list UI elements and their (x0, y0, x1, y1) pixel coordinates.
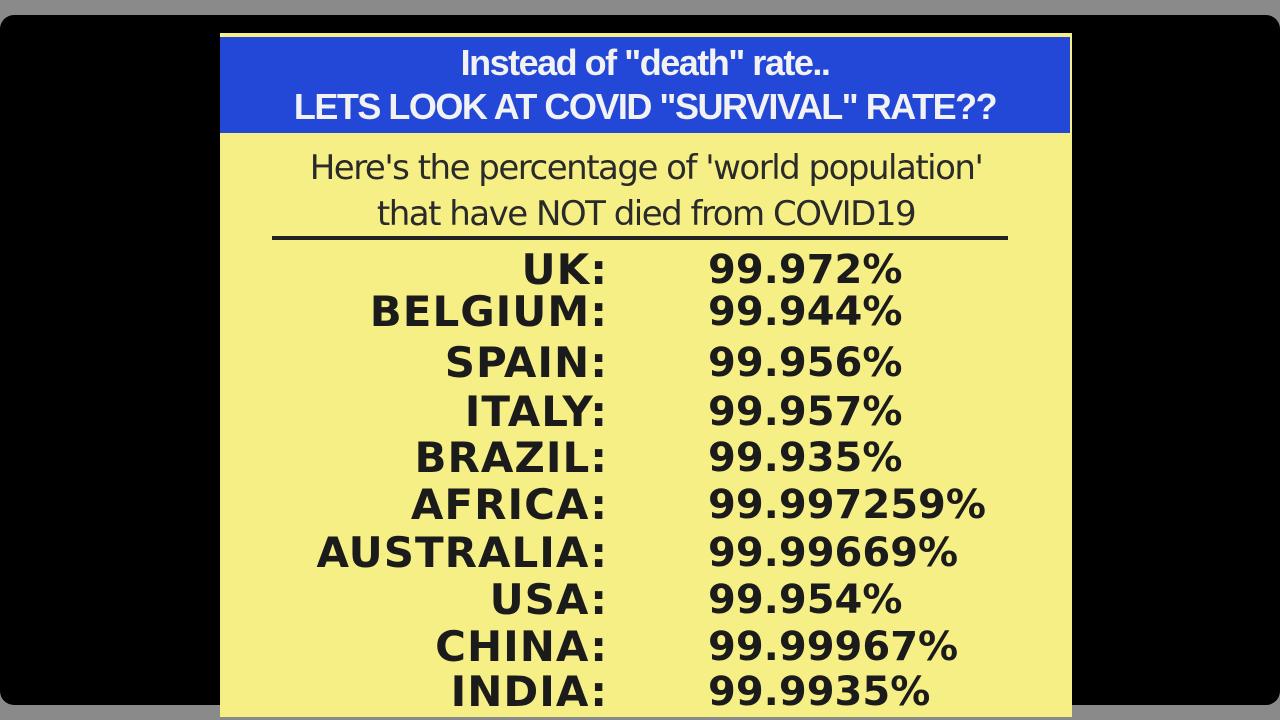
survival-rate: 99.997259% (708, 482, 986, 528)
country: BRAZIL: (414, 433, 608, 482)
survival-rate: 99.957% (708, 389, 903, 435)
title-line: LETS LOOK AT COVID "SURVIVAL" RATE?? (293, 86, 998, 127)
country: UK: (521, 245, 608, 294)
table-row: INDIA: 99.9935% (220, 668, 1072, 716)
survival-rate: 99.99669% (708, 530, 959, 576)
table-row: AUSTRALIA: 99.99669% (220, 529, 1072, 577)
table-row: BRAZIL: 99.935% (220, 434, 1072, 482)
meme-card: Instead of "death" rate.. LETS LOOK AT C… (220, 33, 1072, 717)
survival-rate: 99.972% (708, 247, 903, 293)
country: USA: (489, 575, 608, 624)
country: BELGIUM: (369, 287, 608, 336)
title-line: Instead of "death" rate.. (460, 42, 831, 83)
survival-rate: 99.954% (708, 577, 903, 623)
table-row: SPAIN: 99.956% (220, 339, 1072, 387)
header: Instead of "death" rate.. LETS LOOK AT C… (220, 37, 1070, 133)
table-row: UK: 99.972% (220, 246, 1072, 294)
table-row: CHINA: 99.99967% (220, 623, 1072, 671)
table-row: ITALY: 99.957% (220, 388, 1072, 436)
country: AFRICA: (410, 480, 608, 529)
country: CHINA: (435, 622, 608, 671)
country: AUSTRALIA: (316, 528, 608, 577)
survival-rate: 99.9935% (708, 669, 931, 715)
survival-rate: 99.944% (708, 289, 903, 335)
image-frame: Instead of "death" rate.. LETS LOOK AT C… (0, 15, 1280, 717)
table-row: BELGIUM: 99.944% (220, 288, 1072, 336)
subtitle: Here's the percentage of 'world populati… (220, 145, 1072, 237)
country: SPAIN: (444, 338, 608, 387)
table-row: AFRICA: 99.997259% (220, 481, 1072, 529)
survival-rate: 99.935% (708, 435, 903, 481)
survival-rate: 99.956% (708, 340, 903, 386)
survival-rate: 99.99967% (708, 624, 959, 670)
country: INDIA: (450, 667, 608, 716)
subtitle-line: that have NOT died from COVID19 (376, 194, 917, 234)
country: ITALY: (464, 387, 608, 436)
underline (272, 236, 1008, 240)
subtitle-line: Here's the percentage of 'world populati… (309, 148, 984, 188)
table-row: USA: 99.954% (220, 576, 1072, 624)
